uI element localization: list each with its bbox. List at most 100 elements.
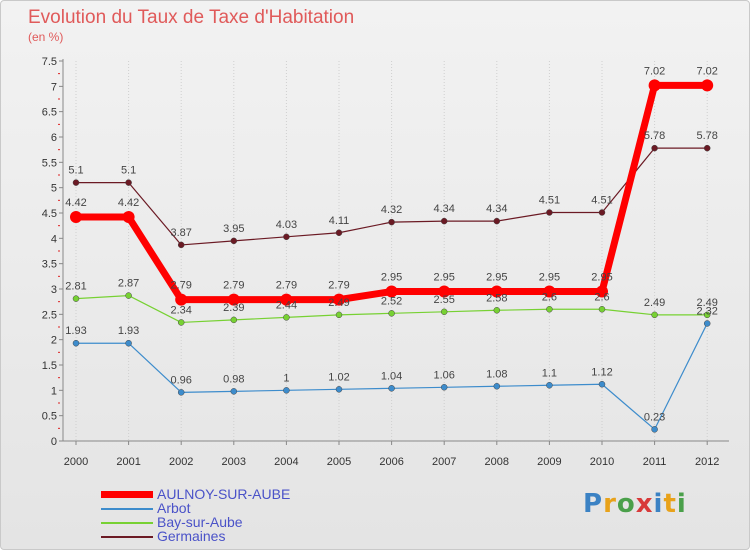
x-tick-label: 2000 xyxy=(64,456,88,468)
data-label: 2.95 xyxy=(381,272,402,284)
data-label: 2.6 xyxy=(594,291,609,303)
data-point-Germaines-2002 xyxy=(177,241,185,249)
data-point-Germaines-2007 xyxy=(440,217,448,225)
data-point-AULNOY-SUR-AUBE-2002 xyxy=(175,293,188,306)
x-tick-label: 2012 xyxy=(695,456,719,468)
data-point-Germaines-2005 xyxy=(335,229,343,237)
data-label: 2.87 xyxy=(118,278,139,290)
data-point-Arbot-2001 xyxy=(125,339,132,347)
data-point-Bay-sur-Aube-2010 xyxy=(598,306,606,313)
data-label: 0.98 xyxy=(223,373,244,385)
data-label: 4.42 xyxy=(65,197,86,209)
logo-letter: P xyxy=(583,489,604,519)
data-point-Germaines-2010 xyxy=(598,209,606,216)
data-label: 0.96 xyxy=(170,374,191,386)
data-label: 1.93 xyxy=(118,325,139,337)
data-label: 1.1 xyxy=(542,367,557,379)
y-tick-label: 7.5 xyxy=(42,56,57,68)
data-point-Bay-sur-Aube-2009 xyxy=(546,306,553,313)
y-tick-label: 0.5 xyxy=(42,411,57,423)
logo-letter: t xyxy=(663,489,677,519)
data-label: 2.95 xyxy=(591,272,612,284)
data-label: 3.87 xyxy=(170,227,191,239)
x-tick-label: 2003 xyxy=(222,456,246,468)
data-point-Arbot-2008 xyxy=(493,383,501,390)
x-tick-label: 2006 xyxy=(379,456,403,468)
logo-letter: i xyxy=(676,489,687,519)
logo-letter: x xyxy=(635,489,654,519)
data-label: 2.79 xyxy=(276,280,297,292)
data-point-Arbot-2012 xyxy=(703,320,711,327)
data-point-Bay-sur-Aube-2004 xyxy=(283,314,290,321)
data-label: 2.49 xyxy=(328,297,349,309)
data-point-Bay-sur-Aube-2011 xyxy=(651,311,658,319)
data-point-Arbot-2007 xyxy=(440,384,448,391)
y-tick-label: 5.5 xyxy=(42,157,57,169)
data-label: 2.95 xyxy=(486,272,507,284)
data-point-AULNOY-SUR-AUBE-2008 xyxy=(490,285,503,298)
data-label: 2.52 xyxy=(381,295,402,307)
data-point-Germaines-2009 xyxy=(546,209,553,216)
data-label: 2.95 xyxy=(539,272,560,284)
y-tick-label: 1 xyxy=(51,385,57,397)
data-point-AULNOY-SUR-AUBE-2007 xyxy=(438,285,451,298)
data-label: 2.49 xyxy=(644,297,665,309)
data-label: 2.39 xyxy=(223,302,244,314)
data-point-Bay-sur-Aube-2007 xyxy=(440,308,448,316)
data-label: 7.02 xyxy=(696,65,717,77)
data-label: 1.02 xyxy=(328,371,349,383)
data-point-Bay-sur-Aube-2002 xyxy=(177,319,185,326)
data-label: 1.08 xyxy=(486,368,507,380)
y-tick-label: 6.5 xyxy=(42,107,57,119)
data-point-AULNOY-SUR-AUBE-2001 xyxy=(122,211,135,224)
legend-swatch xyxy=(101,536,153,538)
legend-label: Bay-sur-Aube xyxy=(157,514,243,530)
y-tick-label: 2.5 xyxy=(42,309,57,321)
data-label: 4.51 xyxy=(539,194,560,206)
data-label: 4.34 xyxy=(433,203,454,215)
data-point-Arbot-2006 xyxy=(388,385,395,392)
x-tick-label: 2011 xyxy=(643,456,667,468)
data-label: 2.79 xyxy=(328,280,349,292)
data-label: 7.02 xyxy=(644,65,665,77)
data-label: 2.6 xyxy=(542,291,557,303)
data-point-Bay-sur-Aube-2003 xyxy=(230,316,238,324)
data-point-AULNOY-SUR-AUBE-2012 xyxy=(701,79,714,92)
data-point-Arbot-2010 xyxy=(598,381,606,388)
data-point-Bay-sur-Aube-2000 xyxy=(72,295,80,302)
data-point-Germaines-2011 xyxy=(651,144,658,152)
data-label: 4.42 xyxy=(118,197,139,209)
logo-letter: r xyxy=(603,489,617,519)
data-label: 1.12 xyxy=(591,366,612,378)
data-point-Germaines-2001 xyxy=(125,179,132,186)
data-label: 2.34 xyxy=(170,304,191,316)
data-label: 5.78 xyxy=(644,130,665,142)
data-point-Arbot-2003 xyxy=(230,388,238,395)
data-point-Arbot-2004 xyxy=(283,387,290,394)
data-label: 1.04 xyxy=(381,370,402,382)
data-label: 5.78 xyxy=(696,130,717,142)
legend-swatch xyxy=(101,491,153,498)
data-label: 4.11 xyxy=(329,215,350,227)
legend-label: Germaines xyxy=(157,528,226,544)
data-point-Germaines-2000 xyxy=(72,179,80,186)
data-point-AULNOY-SUR-AUBE-2000 xyxy=(70,211,82,224)
legend-swatch xyxy=(101,522,153,524)
y-tick-label: 4 xyxy=(51,233,57,245)
data-label: 5.1 xyxy=(121,165,136,177)
data-point-Bay-sur-Aube-2001 xyxy=(125,292,132,299)
data-point-Germaines-2006 xyxy=(388,218,395,226)
data-point-Germaines-2008 xyxy=(493,217,501,225)
x-tick-label: 2004 xyxy=(274,456,298,468)
data-label: 2.55 xyxy=(433,294,454,306)
data-point-Bay-sur-Aube-2012 xyxy=(703,311,711,319)
data-point-AULNOY-SUR-AUBE-2006 xyxy=(385,285,398,298)
data-point-Germaines-2012 xyxy=(703,144,711,152)
y-tick-label: 6 xyxy=(51,132,57,144)
series-line-AULNOY-SUR-AUBE xyxy=(76,81,708,304)
data-point-AULNOY-SUR-AUBE-2003 xyxy=(227,293,240,306)
data-point-AULNOY-SUR-AUBE-2009 xyxy=(543,285,556,298)
data-label: 2.58 xyxy=(486,292,507,304)
data-label: 1.06 xyxy=(433,369,454,381)
